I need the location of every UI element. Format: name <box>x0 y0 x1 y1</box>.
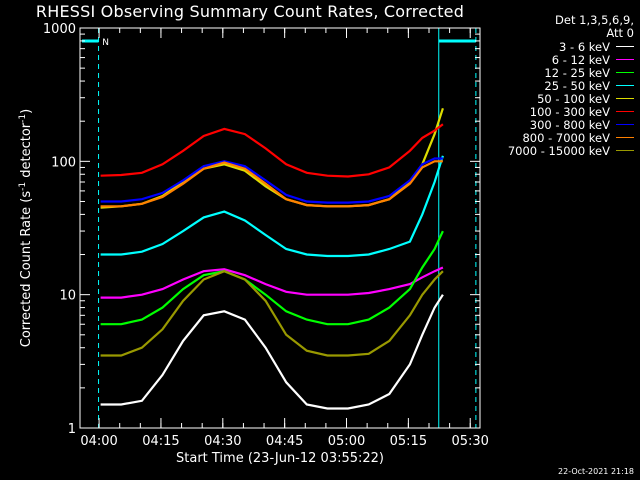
chart-title: RHESSI Observing Summary Count Rates, Co… <box>35 2 465 21</box>
y-tick-label: 1000 <box>43 22 76 37</box>
series-line-1 <box>100 266 444 299</box>
legend-swatch <box>616 124 634 125</box>
legend-swatch <box>616 59 634 60</box>
x-tick-label: 05:00 <box>328 434 365 449</box>
x-tick-label: 04:00 <box>80 434 117 449</box>
legend-item: 7000 - 15000 keV <box>464 143 634 158</box>
legend-swatch <box>616 150 634 151</box>
legend-item: 300 - 800 keV <box>464 117 634 132</box>
x-tick-label: 05:15 <box>390 434 427 449</box>
legend-label: 25 - 50 keV <box>544 78 610 93</box>
series-line-4 <box>100 107 444 209</box>
legend-swatch <box>616 72 634 73</box>
series-line-2 <box>100 230 444 326</box>
series-line-7 <box>100 160 443 208</box>
series-line-8 <box>100 270 444 357</box>
x-tick-label: 04:30 <box>204 434 241 449</box>
legend-item: 800 - 7000 keV <box>464 130 634 145</box>
legend-header-detectors: Det 1,3,5,6,9, <box>555 13 634 27</box>
x-tick-label: 04:45 <box>266 434 303 449</box>
legend-swatch <box>616 111 634 112</box>
y-tick-label: 100 <box>51 155 76 170</box>
legend-header-attenuator: Att 0 <box>606 26 634 40</box>
night-marker-label: N <box>102 38 109 48</box>
legend-swatch <box>616 137 634 138</box>
legend-swatch <box>616 98 634 99</box>
series-line-3 <box>100 155 444 258</box>
series-line-5 <box>100 123 444 178</box>
legend-swatch <box>616 85 634 86</box>
legend-item: 100 - 300 keV <box>464 104 634 119</box>
legend-item: 50 - 100 keV <box>464 91 634 106</box>
legend-label: 7000 - 15000 keV <box>507 143 610 158</box>
legend-label: 6 - 12 keV <box>551 52 610 67</box>
y-axis-label: Corrected Count Rate (s-1 detector-1) <box>18 109 34 347</box>
generation-timestamp: 22-Oct-2021 21:18 <box>558 467 634 476</box>
legend-item: 25 - 50 keV <box>464 78 634 93</box>
y-tick-label: 10 <box>59 289 76 304</box>
legend-label: 3 - 6 keV <box>559 39 610 54</box>
legend-label: 50 - 100 keV <box>537 91 610 106</box>
legend-item: 6 - 12 keV <box>464 52 634 67</box>
legend-label: 800 - 7000 keV <box>522 130 610 145</box>
legend-swatch <box>616 46 634 47</box>
legend-item: 12 - 25 keV <box>464 65 634 80</box>
x-tick-label: 05:30 <box>451 434 488 449</box>
legend-label: 12 - 25 keV <box>544 65 610 80</box>
y-tick-label: 1 <box>68 422 76 437</box>
series-line-6 <box>100 157 443 204</box>
series-line-0 <box>100 294 444 410</box>
plot-frame <box>79 27 481 429</box>
legend-label: 300 - 800 keV <box>529 117 610 132</box>
x-axis-label: Start Time (23-Jun-12 03:55:22) <box>176 451 384 466</box>
legend: Det 1,3,5,6,9, Att 0 3 - 6 keV 6 - 12 keV… <box>464 13 634 158</box>
legend-item: 3 - 6 keV <box>464 39 634 54</box>
legend-label: 100 - 300 keV <box>529 104 610 119</box>
x-tick-label: 04:15 <box>142 434 179 449</box>
